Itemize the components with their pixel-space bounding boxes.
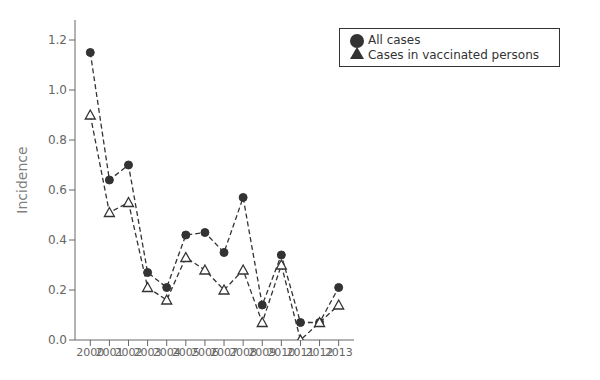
svg-text:2003: 2003	[133, 345, 162, 359]
svg-text:2001: 2001	[95, 345, 124, 359]
svg-text:2012: 2012	[305, 345, 334, 359]
svg-text:0.6: 0.6	[48, 183, 67, 197]
svg-text:2007: 2007	[210, 345, 238, 359]
svg-text:1.2: 1.2	[48, 33, 67, 47]
svg-text:2013: 2013	[325, 346, 353, 359]
svg-text:Incidence: Incidence	[14, 146, 30, 213]
svg-text:2002: 2002	[114, 345, 143, 359]
svg-text:2011: 2011	[286, 345, 315, 359]
svg-text:2000: 2000	[76, 345, 105, 359]
html-text:Cases in vaccinated persons: Cases in vaccinated persons	[368, 47, 539, 62]
svg-text:2008: 2008	[229, 345, 258, 359]
svg-text:2004: 2004	[152, 345, 181, 359]
svg-text:2009: 2009	[248, 345, 277, 359]
svg-text:2010: 2010	[267, 345, 296, 359]
svg-text:2005: 2005	[171, 345, 200, 359]
svg-text:0.8: 0.8	[48, 133, 67, 147]
svg-text:1.0: 1.0	[48, 83, 67, 97]
svg-text:0.2: 0.2	[48, 283, 67, 297]
html-text:All cases: All cases	[368, 33, 421, 47]
svg-text:0.4: 0.4	[48, 233, 67, 247]
svg-text:0.0: 0.0	[48, 333, 67, 347]
svg-text:2006: 2006	[190, 345, 219, 359]
